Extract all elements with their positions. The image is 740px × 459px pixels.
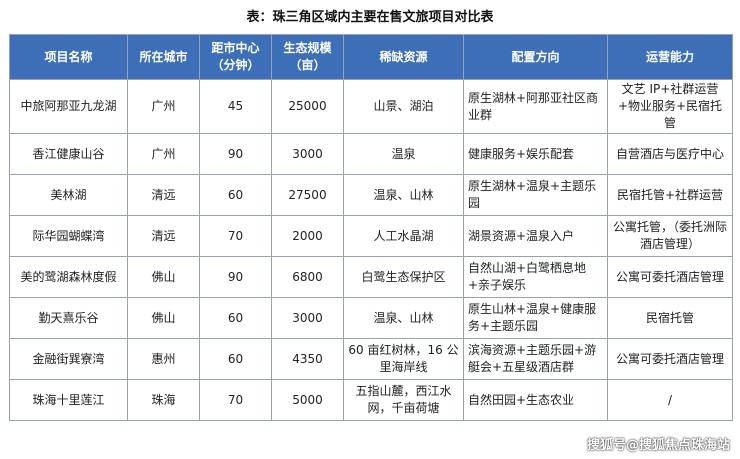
table-cell: / xyxy=(607,379,733,421)
table-row: 美林湖 清远 60 27500 温泉、山林 原生湖林+温泉+主题乐园 民宿托管+社群运营 xyxy=(9,174,733,216)
table-cell: 原生湖林+温泉+主题乐园 xyxy=(463,174,608,216)
table-cell: 公寓托管，（委托洲际酒店管理） xyxy=(607,215,733,257)
table-row: 珠海十里莲江 珠海 70 5000 五指山麓，西江水网，千亩荷塘 自然田园+生态农业 / xyxy=(9,379,733,421)
table-cell: 勤天熹乐谷 xyxy=(9,297,128,339)
table-cell: 60 亩红树林，16 公里海岸线 xyxy=(343,338,464,380)
table-cell: 人工水晶湖 xyxy=(343,215,464,257)
table-cell: 惠州 xyxy=(127,338,200,380)
table-cell: 原生山林+温泉+健康服务+主题乐园 xyxy=(463,297,608,339)
table-row: 中旅阿那亚九龙湖 广州 45 25000 山景、湖泊 原生湖林+阿那亚社区商业群 文艺 IP… xyxy=(9,79,733,134)
table-cell: 中旅阿那亚九龙湖 xyxy=(9,79,128,134)
table-cell: 25000 xyxy=(271,79,344,134)
table-cell: 广州 xyxy=(127,79,200,134)
table-cell: 清远 xyxy=(127,215,200,257)
table-cell: 广州 xyxy=(127,133,200,175)
comparison-table: 项目名称 所在城市 距市中心（分钟） 生态规模（亩） 稀缺资源 配置方向 运营能… xyxy=(9,34,733,421)
table-cell: 6800 xyxy=(271,256,344,298)
table-cell: 美林湖 xyxy=(9,174,128,216)
table-cell: 3000 xyxy=(271,297,344,339)
table-cell: 佛山 xyxy=(127,256,200,298)
table-cell: 自然田园+生态农业 xyxy=(463,379,608,421)
table-cell: 4350 xyxy=(271,338,344,380)
table-cell: 健康服务+娱乐配套 xyxy=(463,133,608,175)
watermark: 搜狐号@搜狐焦点珠海站 xyxy=(586,438,730,453)
table-row: 香江健康山谷 广州 90 3000 温泉 健康服务+娱乐配套 自营酒店与医疗中心 xyxy=(9,133,733,175)
table-cell: 90 xyxy=(199,256,272,298)
table-header-row: 项目名称 所在城市 距市中心（分钟） 生态规模（亩） 稀缺资源 配置方向 运营能… xyxy=(9,34,733,80)
table-cell: 文艺 IP+社群运营+物业服务+民宿托管 xyxy=(607,79,733,134)
table-cell: 五指山麓，西江水网，千亩荷塘 xyxy=(343,379,464,421)
table-cell: 珠海十里莲江 xyxy=(9,379,128,421)
table-row: 美的鹭湖森林度假 佛山 90 6800 白鹭生态保护区 自然山湖+白鹭栖息地+亲子娱乐 公寓… xyxy=(9,256,733,298)
table-cell: 民宿托管 xyxy=(607,297,733,339)
table-cell: 滨海资源+主题乐园+游艇会+五星级酒店群 xyxy=(463,338,608,380)
column-header: 距市中心（分钟） xyxy=(199,34,272,80)
table-cell: 公寓可委托酒店管理 xyxy=(607,338,733,380)
table-cell: 45 xyxy=(199,79,272,134)
table-cell: 际华园蝴蝶湾 xyxy=(9,215,128,257)
table-cell: 27500 xyxy=(271,174,344,216)
column-header: 生态规模（亩） xyxy=(271,34,344,80)
table-cell: 70 xyxy=(199,379,272,421)
table-cell: 金融街巽寮湾 xyxy=(9,338,128,380)
table-cell: 白鹭生态保护区 xyxy=(343,256,464,298)
table-cell: 60 xyxy=(199,174,272,216)
table-row: 际华园蝴蝶湾 清远 70 2000 人工水晶湖 湖景资源+温泉入户 公寓托管，（委托洲际酒店… xyxy=(9,215,733,257)
table-cell: 温泉、山林 xyxy=(343,297,464,339)
table-cell: 民宿托管+社群运营 xyxy=(607,174,733,216)
table-cell: 90 xyxy=(199,133,272,175)
table-cell: 自然山湖+白鹭栖息地+亲子娱乐 xyxy=(463,256,608,298)
table-cell: 60 xyxy=(199,297,272,339)
column-header: 运营能力 xyxy=(607,34,733,80)
column-header: 所在城市 xyxy=(127,34,200,80)
table-cell: 佛山 xyxy=(127,297,200,339)
column-header: 稀缺资源 xyxy=(343,34,464,80)
table-cell: 珠海 xyxy=(127,379,200,421)
table-cell: 温泉、山林 xyxy=(343,174,464,216)
table-row: 勤天熹乐谷 佛山 60 3000 温泉、山林 原生山林+温泉+健康服务+主题乐园 民宿托管 xyxy=(9,297,733,339)
table-cell: 60 xyxy=(199,338,272,380)
table-cell: 湖景资源+温泉入户 xyxy=(463,215,608,257)
table-title: 表：珠三角区域内主要在售文旅项目对比表 xyxy=(246,10,494,25)
table-row: 金融街巽寮湾 惠州 60 4350 60 亩红树林，16 公里海岸线 滨海资源+主题乐园+… xyxy=(9,338,733,380)
table-cell: 美的鹭湖森林度假 xyxy=(9,256,128,298)
table-cell: 2000 xyxy=(271,215,344,257)
table-cell: 70 xyxy=(199,215,272,257)
table-cell: 山景、湖泊 xyxy=(343,79,464,134)
table-cell: 原生湖林+阿那亚社区商业群 xyxy=(463,79,608,134)
table-cell: 自营酒店与医疗中心 xyxy=(607,133,733,175)
table-cell: 3000 xyxy=(271,133,344,175)
table-cell: 香江健康山谷 xyxy=(9,133,128,175)
table-cell: 5000 xyxy=(271,379,344,421)
table-cell: 清远 xyxy=(127,174,200,216)
table-cell: 公寓可委托酒店管理 xyxy=(607,256,733,298)
column-header: 项目名称 xyxy=(9,34,128,80)
column-header: 配置方向 xyxy=(463,34,608,80)
table-cell: 温泉 xyxy=(343,133,464,175)
